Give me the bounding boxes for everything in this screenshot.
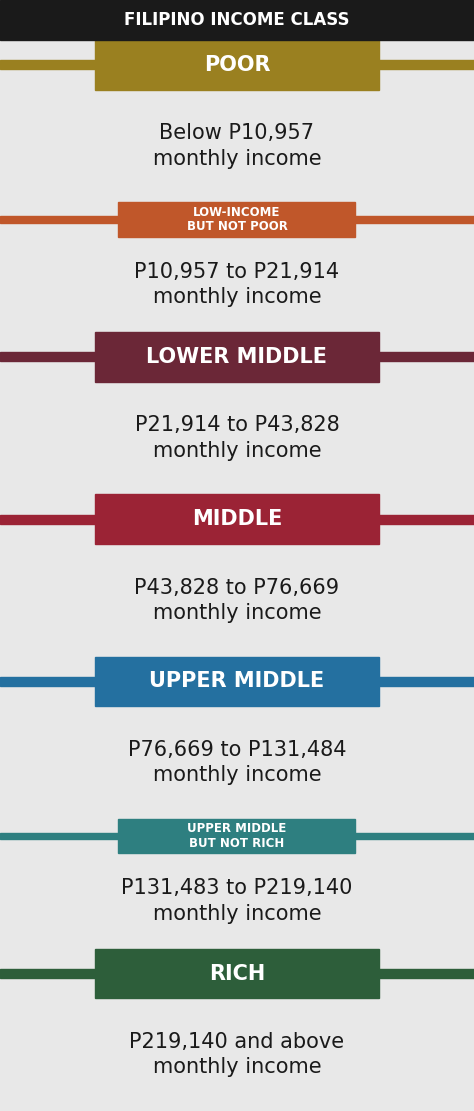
Bar xyxy=(0,0,474,40)
Text: P219,140 and above
monthly income: P219,140 and above monthly income xyxy=(129,1032,345,1078)
Bar xyxy=(118,202,356,237)
Bar xyxy=(118,819,356,853)
Bar xyxy=(95,332,379,382)
Bar xyxy=(0,833,474,839)
Bar xyxy=(0,677,474,685)
Bar xyxy=(95,494,379,544)
Text: POOR: POOR xyxy=(204,54,270,74)
Text: LOWER MIDDLE: LOWER MIDDLE xyxy=(146,347,328,367)
Text: UPPER MIDDLE: UPPER MIDDLE xyxy=(149,671,325,691)
Bar xyxy=(0,60,474,69)
Text: P76,669 to P131,484
monthly income: P76,669 to P131,484 monthly income xyxy=(128,740,346,785)
Text: P10,957 to P21,914
monthly income: P10,957 to P21,914 monthly income xyxy=(135,261,339,307)
Text: P43,828 to P76,669
monthly income: P43,828 to P76,669 monthly income xyxy=(135,578,339,623)
Text: RICH: RICH xyxy=(209,963,265,983)
Text: Below P10,957
monthly income: Below P10,957 monthly income xyxy=(153,123,321,169)
Bar xyxy=(95,40,379,90)
Text: UPPER MIDDLE
BUT NOT RICH: UPPER MIDDLE BUT NOT RICH xyxy=(187,822,287,850)
Text: MIDDLE: MIDDLE xyxy=(192,509,282,529)
Text: FILIPINO INCOME CLASS: FILIPINO INCOME CLASS xyxy=(124,11,350,29)
Text: LOW-INCOME
BUT NOT POOR: LOW-INCOME BUT NOT POOR xyxy=(187,206,287,233)
Text: P21,914 to P43,828
monthly income: P21,914 to P43,828 monthly income xyxy=(135,416,339,461)
Bar xyxy=(0,514,474,523)
Bar xyxy=(95,657,379,707)
Bar xyxy=(95,949,379,999)
Bar xyxy=(0,969,474,978)
Text: P131,483 to P219,140
monthly income: P131,483 to P219,140 monthly income xyxy=(121,878,353,924)
Bar xyxy=(0,352,474,361)
Bar xyxy=(0,217,474,222)
